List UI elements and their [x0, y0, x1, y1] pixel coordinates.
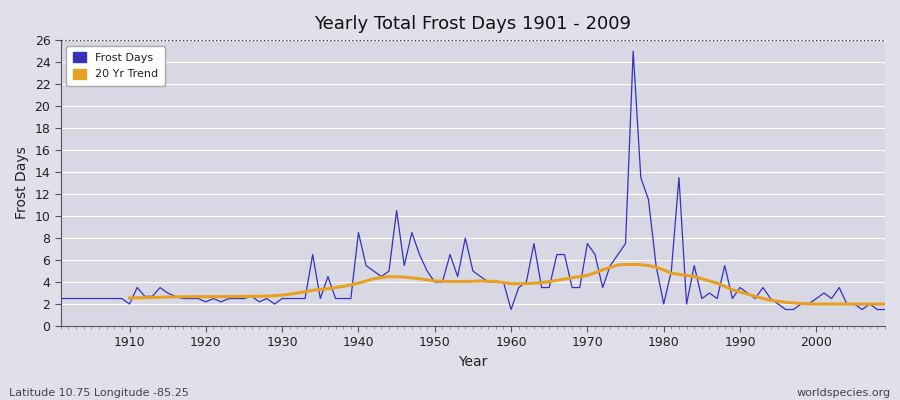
Y-axis label: Frost Days: Frost Days: [15, 147, 29, 220]
Text: Latitude 10.75 Longitude -85.25: Latitude 10.75 Longitude -85.25: [9, 388, 189, 398]
Text: worldspecies.org: worldspecies.org: [796, 388, 891, 398]
Legend: Frost Days, 20 Yr Trend: Frost Days, 20 Yr Trend: [67, 46, 165, 86]
Title: Yearly Total Frost Days 1901 - 2009: Yearly Total Frost Days 1901 - 2009: [314, 15, 632, 33]
X-axis label: Year: Year: [458, 355, 488, 369]
